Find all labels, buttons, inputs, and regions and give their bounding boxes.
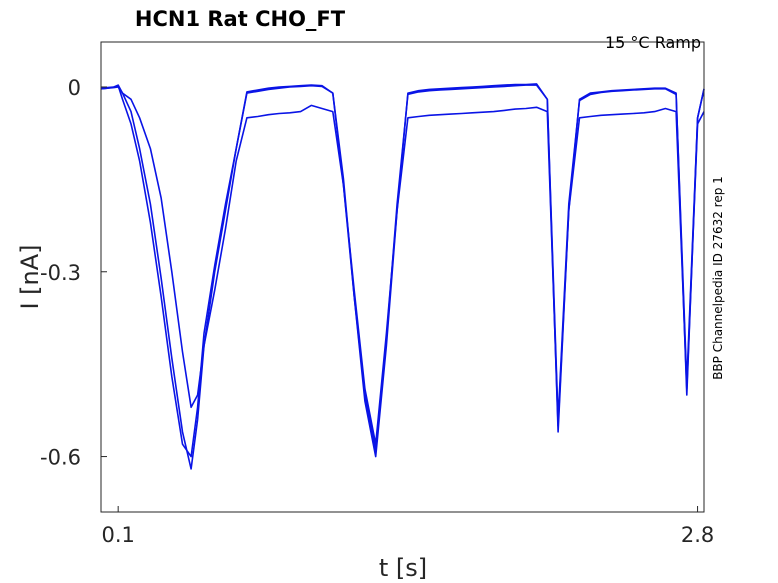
- y-tick-label: 0: [68, 76, 81, 100]
- source-annotation: BBP Channelpedia ID 27632 rep 1: [711, 176, 725, 380]
- y-axis-label: I [nA]: [16, 244, 44, 309]
- trace-line-3: [100, 86, 705, 445]
- chart-title: HCN1 Rat CHO_FT: [135, 7, 346, 31]
- x-tick-label: 2.8: [681, 523, 714, 547]
- x-axis-label: t [s]: [379, 554, 427, 582]
- y-tick-label: -0.6: [40, 446, 81, 470]
- x-axis: 0.1 2.8: [101, 506, 714, 547]
- y-axis: 0 -0.3 -0.6: [40, 76, 107, 470]
- condition-annotation: 15 °C Ramp: [605, 33, 701, 52]
- axes-box: [100, 41, 705, 513]
- trace-line-2: [100, 84, 705, 458]
- y-tick-label: -0.3: [40, 261, 81, 285]
- plot-area: [100, 83, 705, 470]
- x-tick-label: 0.1: [101, 523, 134, 547]
